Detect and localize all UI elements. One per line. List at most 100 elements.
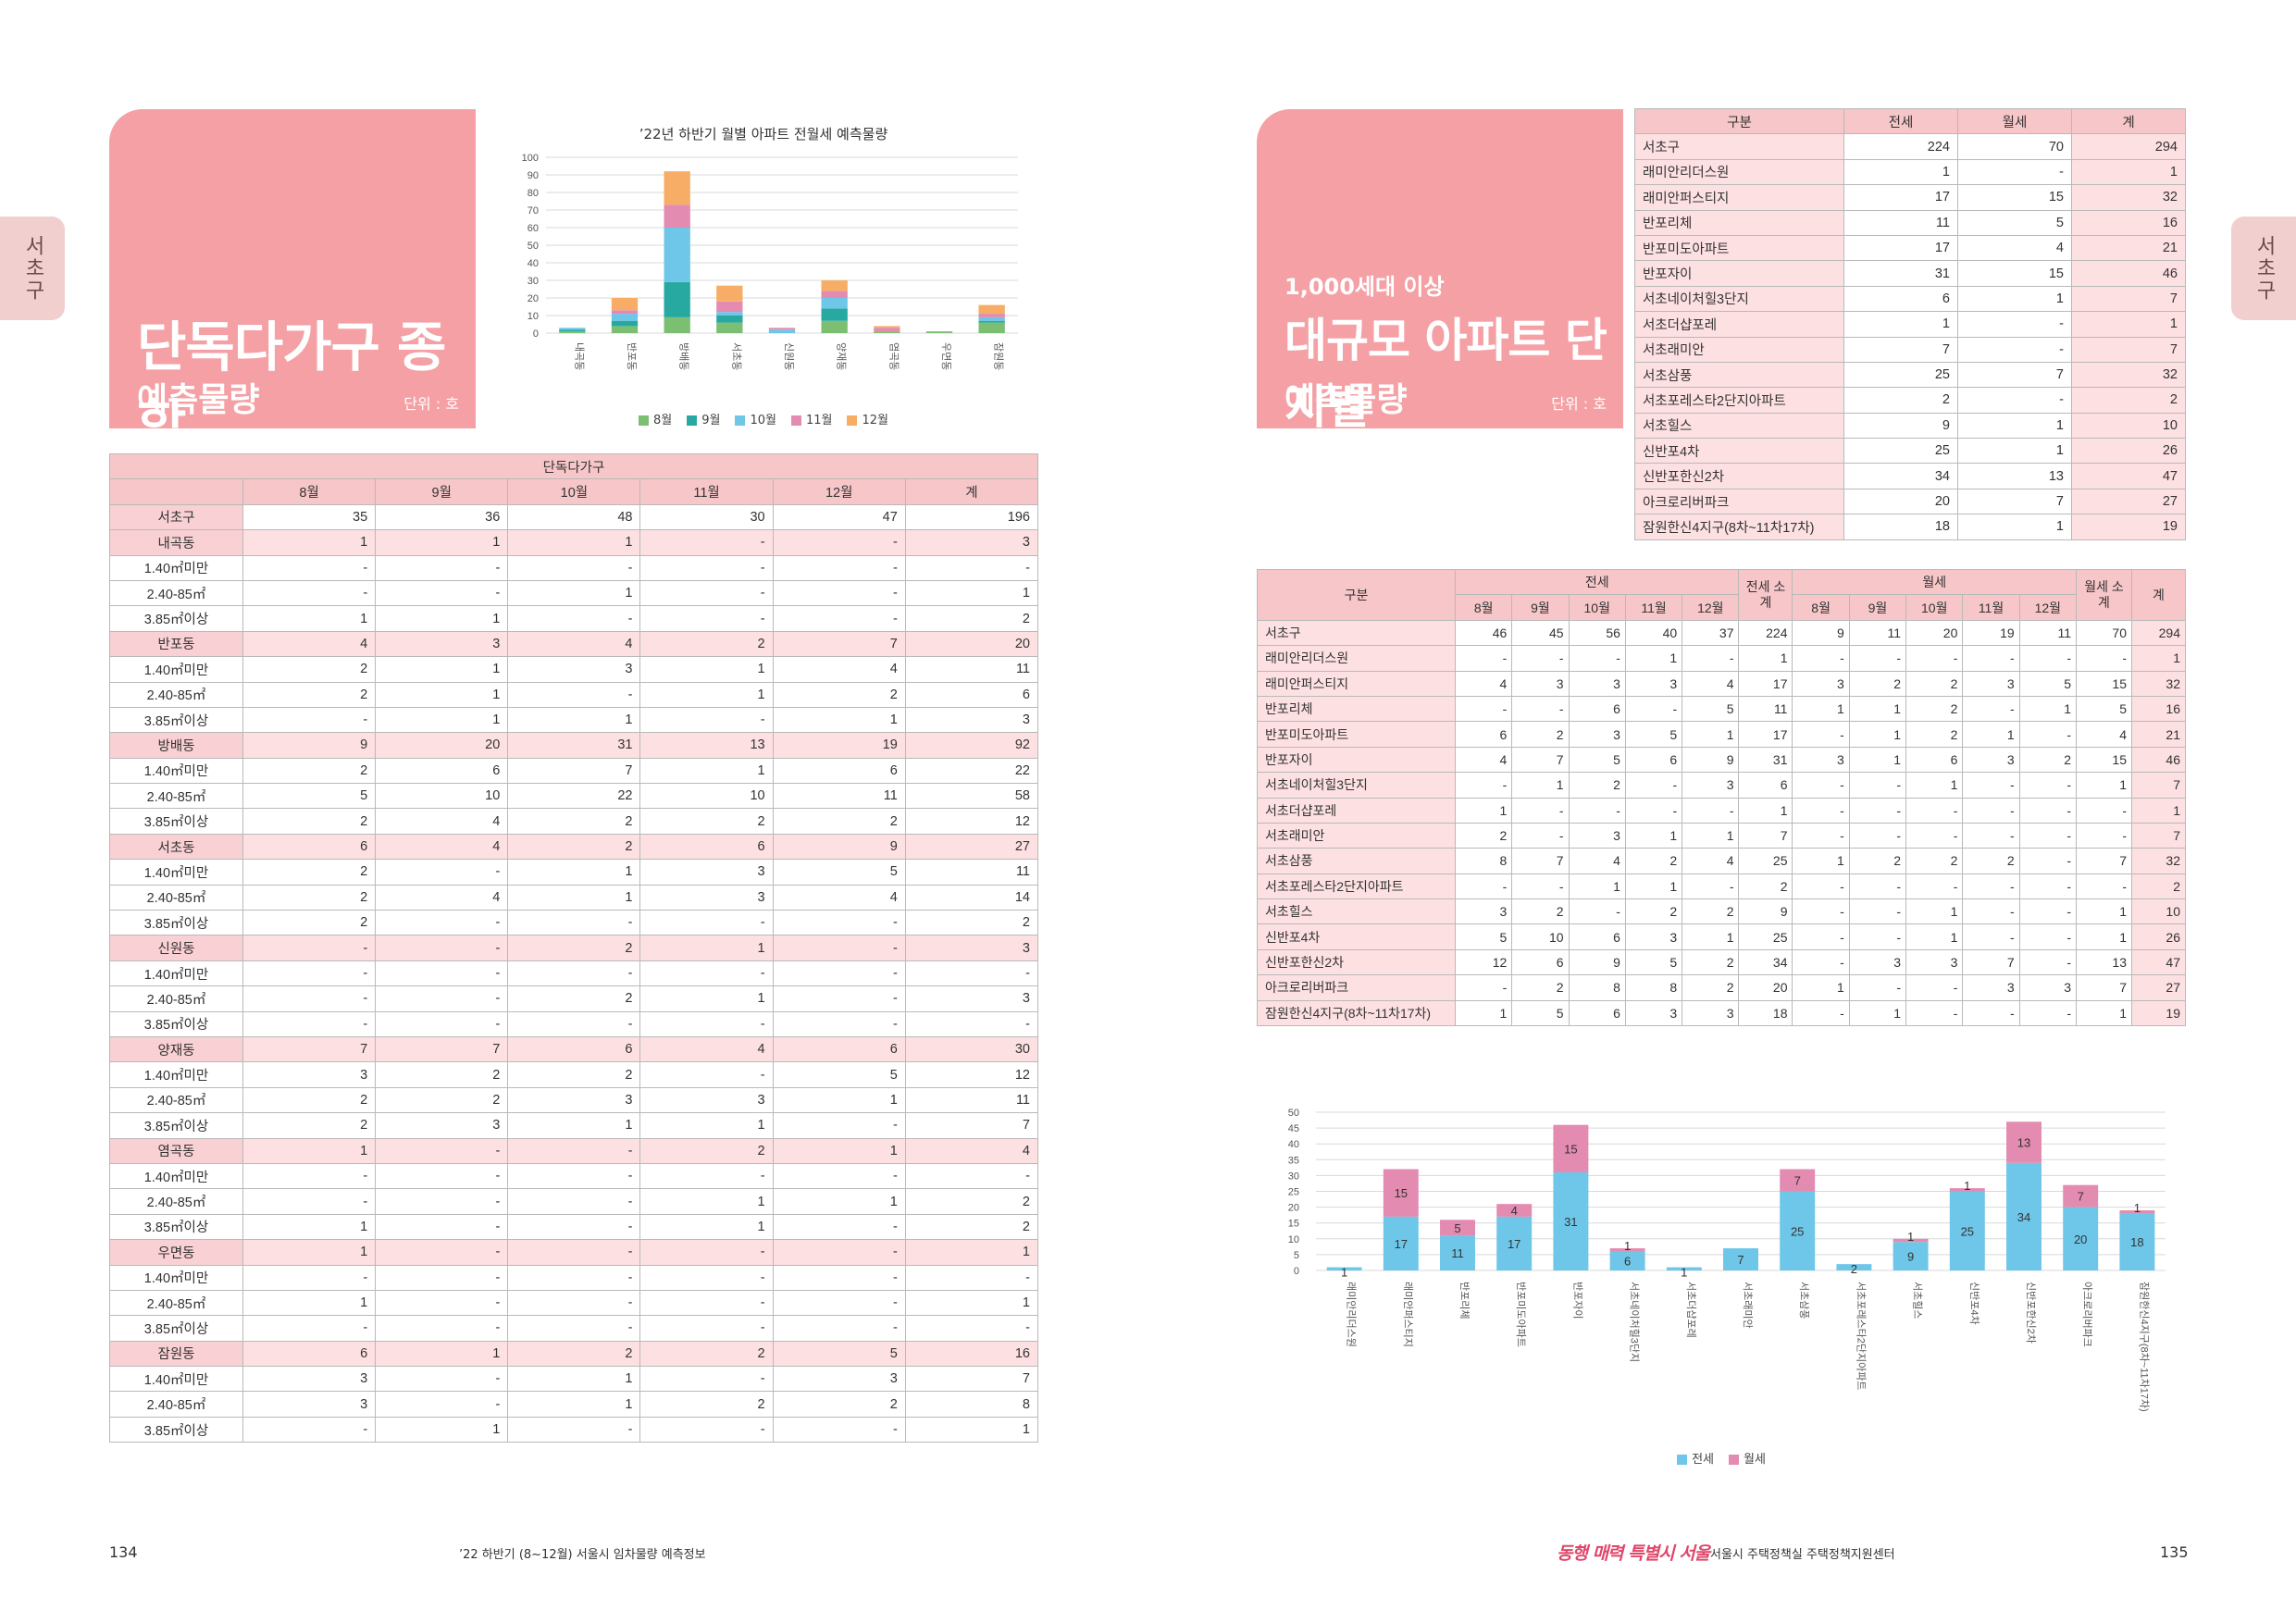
row-label: 1.40㎡미만 [109, 1264, 243, 1291]
table-cell: 1 [1962, 721, 2020, 748]
bar-segment [1383, 1169, 1419, 1217]
table-cell: - [1454, 645, 1513, 672]
table-row: 신반포한신2차 34 13 47 [1634, 463, 2186, 489]
row-label: 3.85㎡이상 [109, 1112, 243, 1139]
row-label: 서초포레스타2단지아파트 [1634, 387, 1844, 414]
x-tick-label: 서초삼풍 [1798, 1282, 1810, 1319]
row-label: 1.40㎡미만 [109, 757, 243, 785]
table-cell: 1 [639, 656, 774, 683]
legend-item-aug: 8월 [638, 410, 672, 427]
right-hero-title: 대규모 아파트 단지별 [1285, 314, 1607, 434]
table-cell: - [904, 960, 1039, 987]
bar-segment [611, 320, 639, 327]
table-cell: 1 [772, 1086, 906, 1114]
table-cell: - [1957, 336, 2072, 363]
bar-segment [664, 281, 690, 317]
row-label: 2.40-85㎡ [109, 884, 243, 911]
table-cell: 1 [507, 1366, 641, 1393]
table-row: 래미안퍼스티지 4 3 3 3 4 17 3 2 2 3 5 15 32 [1257, 670, 2186, 697]
table-row: 잠원동 6 1 2 2 5 16 [109, 1340, 1039, 1368]
table-cell: 2 [2018, 746, 2078, 774]
table-cell: 1 [1792, 974, 1850, 1001]
table-cell: - [1511, 822, 1570, 849]
table-cell: 2 [1624, 898, 1683, 925]
table-cell: - [1962, 645, 2020, 672]
bar-segment [611, 310, 639, 315]
side-tab-right[interactable]: 서초구 [2231, 217, 2296, 320]
table-cell: 1 [1848, 721, 1907, 748]
table-cell: 11 [1738, 695, 1793, 723]
x-tick-label: 서초힐스 [1912, 1282, 1924, 1319]
table-cell: 1 [1738, 797, 1793, 824]
table-cell: 1 [242, 605, 377, 632]
row-label: 래미안리더스원 [1634, 158, 1844, 186]
table-cell: 2 [507, 935, 641, 961]
right-chart-legend: 전세 월세 [1444, 1449, 1999, 1467]
table-cell: 12 [904, 1061, 1039, 1088]
table-cell: 1 [2076, 898, 2132, 925]
table-cell: 2 [242, 656, 377, 683]
bar-segment [1326, 1267, 1362, 1270]
table-cell: 3 [242, 1366, 377, 1393]
table-cell: - [1624, 772, 1683, 799]
bar-segment [716, 301, 743, 313]
table-cell: 7 [2131, 822, 2186, 849]
table-cell: 30 [639, 503, 774, 531]
table-cell: 2 [507, 1340, 641, 1368]
table-cell: - [1682, 645, 1740, 672]
table-cell: 1 [507, 529, 641, 556]
bar-segment [1440, 1235, 1475, 1270]
table-cell: 1 [904, 1239, 1039, 1266]
table-cell: 34 [1738, 948, 1793, 976]
table-cell: 7 [2076, 848, 2132, 874]
table-cell: 3 [904, 706, 1039, 734]
table-cell: 2 [1682, 948, 1740, 976]
row-label: 래미안퍼스티지 [1257, 670, 1456, 697]
table-cell: 2 [1738, 873, 1793, 900]
col-header: 8월 [242, 478, 377, 505]
row-label: 서초구 [1634, 133, 1844, 160]
table-cell: 1 [1792, 695, 1850, 723]
table-cell: 3 [639, 1086, 774, 1114]
table-cell: - [1792, 645, 1850, 672]
table-cell: 70 [2076, 619, 2132, 647]
table-cell: 2 [639, 1137, 774, 1164]
table-cell: 2 [242, 910, 377, 936]
x-tick-label: 반포미도아파트 [1515, 1282, 1527, 1347]
table-row: 2.40-85㎡ 2 1-1 2 6 [109, 681, 1039, 708]
table-cell: 20 [1905, 619, 1964, 647]
table-row: 서초래미안 7-7 [1634, 336, 2186, 363]
y-tick-label: 15 [1288, 1219, 1299, 1230]
table-row: 반포리체 - -6-5 11 1 1 2-1 5 16 [1257, 695, 2186, 723]
table-cell: - [1848, 923, 1907, 950]
bar-segment [925, 331, 953, 333]
col-header-month: 11월 [1624, 594, 1683, 621]
side-tab-left[interactable]: 서초구 [0, 217, 65, 320]
table-cell: 4 [375, 884, 509, 911]
table-cell: - [1957, 158, 2072, 186]
table-cell: 1 [1957, 285, 2072, 313]
table-cell: - [242, 1416, 377, 1443]
row-label: 반포리체 [1257, 695, 1456, 723]
table-cell: 11 [1843, 209, 1958, 236]
row-label: 3.85㎡이상 [109, 1416, 243, 1443]
row-label: 2.40-85㎡ [109, 1289, 243, 1317]
table-cell: 1 [1511, 772, 1570, 799]
table-cell: - [1962, 797, 2020, 824]
data-label: 34 [2017, 1210, 2030, 1224]
table-cell: 19 [772, 732, 906, 759]
bar-segment [664, 204, 690, 228]
data-label: 6 [1624, 1255, 1631, 1269]
x-tick-label: 신원동 [783, 342, 795, 370]
table-cell: 9 [1843, 412, 1958, 440]
table-cell: 15 [1957, 184, 2072, 211]
table-cell: 3 [1511, 670, 1570, 697]
table-cell: 19 [2131, 999, 2186, 1027]
table-cell: 17 [1738, 721, 1793, 748]
data-label: 9 [1907, 1250, 1914, 1264]
table-cell: 35 [242, 503, 377, 531]
table-cell: 6 [772, 757, 906, 785]
table-row: 반포자이 4 7 5 6 9 31 3 1 6 3 2 15 46 [1257, 746, 2186, 774]
row-label: 반포미도아파트 [1257, 721, 1456, 748]
table-row: 서초더샵포레 1-1 [1634, 311, 2186, 338]
